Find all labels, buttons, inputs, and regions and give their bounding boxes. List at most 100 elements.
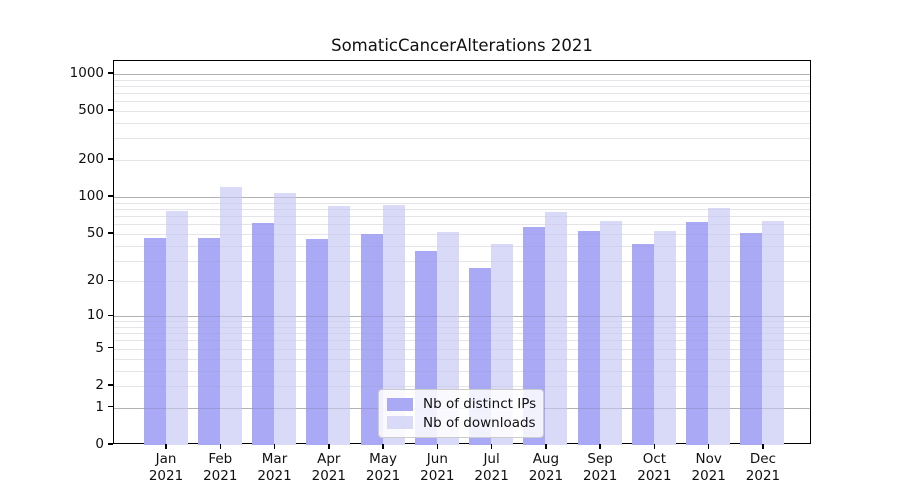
legend: Nb of distinct IPs Nb of downloads <box>378 389 544 438</box>
x-tick-mark <box>653 444 656 449</box>
x-tick-label-month: Apr <box>317 451 341 467</box>
bar-distinct-ips-jan <box>143 238 166 445</box>
x-tick-label-year: 2021 <box>474 468 509 484</box>
minor-gridline-overlay <box>114 79 810 81</box>
y-tick-mark <box>108 384 113 386</box>
minor-gridline-overlay <box>114 233 810 235</box>
y-tick-label: 5 <box>95 339 104 356</box>
minor-gridline <box>114 340 810 342</box>
chart-title: SomaticCancerAlterations 2021 <box>331 36 593 55</box>
bar-distinct-ips-dec <box>740 232 763 445</box>
x-tick-mark <box>599 444 601 449</box>
minor-gridline-overlay <box>114 202 810 204</box>
legend-label: Nb of distinct IPs <box>423 396 537 413</box>
minor-gridline-overlay <box>114 326 810 328</box>
x-tick-mark <box>219 444 221 449</box>
minor-gridline <box>114 245 810 247</box>
x-tick-mark <box>762 444 764 449</box>
minor-gridline <box>114 79 810 81</box>
x-tick-label-year: 2021 <box>582 468 618 484</box>
y-tick-label: 1 <box>95 398 104 415</box>
bar-downloads-may <box>382 204 405 445</box>
x-tick-mark <box>436 444 439 449</box>
bar-distinct-ips-feb <box>197 238 220 445</box>
minor-gridline <box>114 224 810 226</box>
plot-area <box>113 60 811 445</box>
major-gridline-overlay <box>114 197 810 199</box>
legend-label: Nb of downloads <box>423 414 536 431</box>
bar-downloads-apr <box>328 206 351 445</box>
minor-gridline-overlay <box>114 245 810 247</box>
minor-gridline-overlay <box>114 333 810 335</box>
x-tick-label-month: Jun <box>426 451 448 467</box>
minor-gridline <box>114 333 810 335</box>
x-tick-mark <box>545 444 547 449</box>
major-gridline-overlay <box>114 73 810 75</box>
x-tick-label-month: Feb <box>208 451 233 467</box>
y-tick-label: 100 <box>78 188 104 205</box>
x-tick-label-month: May <box>369 451 398 467</box>
x-tick-label-year: 2021 <box>745 468 781 484</box>
legend-entry-distinct-ips: Nb of distinct IPs <box>387 395 537 414</box>
x-tick-label-month: Jul <box>483 451 500 467</box>
x-tick-label-month: Nov <box>695 451 722 467</box>
y-tick-mark <box>108 314 113 316</box>
x-tick-label-month: Dec <box>749 451 777 467</box>
minor-gridline <box>114 85 810 87</box>
x-tick-mark <box>165 444 167 449</box>
bar-downloads-aug <box>545 211 568 445</box>
x-tick-label-year: 2021 <box>365 468 401 484</box>
minor-gridline-overlay <box>114 111 810 113</box>
bar-distinct-ips-oct <box>631 244 654 445</box>
x-tick-label-month: Jan <box>155 451 177 467</box>
bar-downloads-oct <box>653 230 676 445</box>
minor-gridline-overlay <box>114 321 810 323</box>
x-tick-label-year: 2021 <box>148 468 184 484</box>
bar-distinct-ips-apr <box>306 239 329 445</box>
x-tick-mark <box>273 444 276 449</box>
minor-gridline-overlay <box>114 216 810 218</box>
minor-gridline-overlay <box>114 160 810 162</box>
minor-gridline-overlay <box>114 358 810 360</box>
y-tick-mark <box>108 279 113 282</box>
y-tick-label: 2 <box>95 376 104 393</box>
x-tick-label-year: 2021 <box>637 468 672 484</box>
legend-swatch-distinct-ips <box>387 397 413 411</box>
y-tick-label: 500 <box>78 102 104 119</box>
y-tick-mark <box>108 72 113 74</box>
minor-gridline-overlay <box>114 385 810 387</box>
minor-gridline-overlay <box>114 208 810 210</box>
minor-gridline <box>114 93 810 95</box>
minor-gridline <box>114 370 810 372</box>
minor-gridline <box>114 111 810 113</box>
y-tick-mark <box>108 158 113 160</box>
major-gridline <box>114 73 810 75</box>
minor-gridline <box>114 281 810 283</box>
x-tick-label-month: Aug <box>532 451 560 467</box>
bar-downloads-dec <box>762 220 785 445</box>
x-tick-label-month: Mar <box>261 451 288 467</box>
minor-gridline <box>114 260 810 262</box>
bar-distinct-ips-sep <box>577 230 600 445</box>
minor-gridline-overlay <box>114 340 810 342</box>
bar-downloads-jan <box>165 210 188 445</box>
minor-gridline <box>114 160 810 162</box>
y-tick-label: 200 <box>78 151 104 168</box>
x-tick-label-month: Sep <box>587 451 613 467</box>
y-tick-mark <box>108 347 113 349</box>
y-tick-label: 20 <box>86 272 104 289</box>
minor-gridline-overlay <box>114 370 810 372</box>
minor-gridline <box>114 385 810 387</box>
minor-gridline-overlay <box>114 101 810 103</box>
minor-gridline <box>114 358 810 360</box>
y-tick-label: 0 <box>95 436 104 452</box>
y-tick-mark <box>108 406 113 408</box>
minor-gridline-overlay <box>114 138 810 140</box>
x-tick-label-year: 2021 <box>420 468 455 484</box>
minor-gridline-overlay <box>114 224 810 226</box>
minor-gridline <box>114 348 810 350</box>
minor-gridline <box>114 233 810 235</box>
bar-downloads-feb <box>219 187 242 445</box>
y-tick-mark <box>108 232 113 234</box>
y-tick-mark <box>108 195 113 197</box>
